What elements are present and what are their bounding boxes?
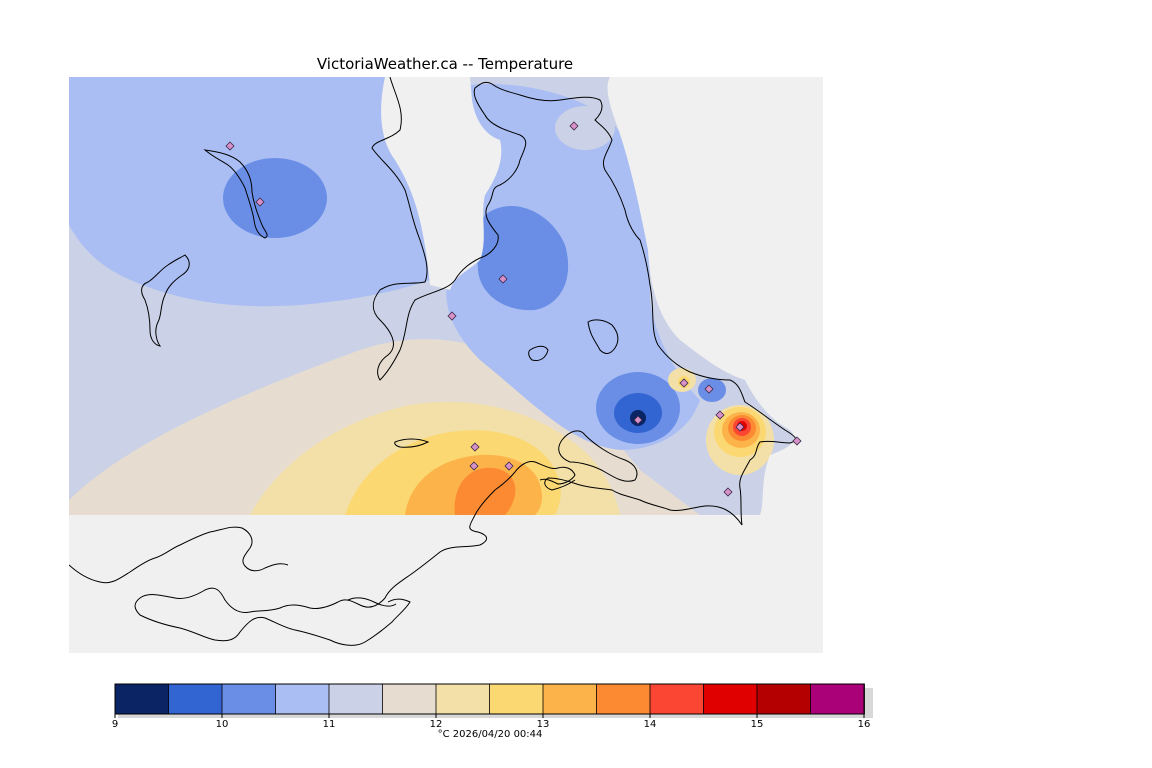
colorbar-swatch [168,683,223,715]
station-marker-icon[interactable] [498,274,508,284]
station-marker-icon[interactable] [704,384,714,394]
station-marker-icon[interactable] [792,436,802,446]
colorbar-tick-label: 16 [858,719,871,730]
coastline-south-shore [544,477,743,526]
colorbar-swatch [542,683,598,715]
band-11-5-12-north [555,106,615,150]
coastline-island-northwest [203,149,268,239]
station-marker-icon[interactable] [225,141,235,151]
southeast-mask [69,515,823,653]
colorbar-swatch [649,683,705,715]
station-marker-icon[interactable] [569,121,579,131]
station-marker-icon[interactable] [723,487,733,497]
station-marker-icon[interactable] [447,311,457,321]
colorbar-swatch [596,683,651,715]
band-10-5-11-west [223,158,327,238]
coastline-lower-mainland [134,514,487,646]
coastline-islands-south [558,430,638,482]
no-data-mask [69,77,823,653]
colorbar-swatch [275,683,330,715]
coastline-island-west [141,254,190,347]
coastline-island-small-2 [528,345,549,361]
east-strait-mask [607,77,823,653]
station-marker-icon[interactable] [633,415,643,425]
colorbar-tick-label: 11 [323,719,336,730]
station-marker-icon[interactable] [469,461,479,471]
colorbar-swatch [810,683,865,715]
band-14-14-5 [454,467,516,515]
colorbar-swatch [221,683,277,715]
station-markers [225,121,802,497]
colorbar: 9 10 11 12 13 14 15 16 °C 2026/04/20 00:44 [112,683,873,740]
coastline-island-south-2 [347,597,397,607]
colorbar-tick-label: 12 [430,719,443,730]
colorbar-tick-label: 13 [537,719,550,730]
coastline-east-peninsula [559,96,796,526]
colorbar-frame [114,683,865,715]
station-marker-icon[interactable] [735,422,745,432]
colorbar-swatch [756,683,812,715]
station-marker-icon[interactable] [255,197,265,207]
coastline-inlet-west [371,77,561,381]
station-marker-icon[interactable] [715,410,725,420]
colorbar-tick-label: 15 [751,719,764,730]
colorbar-tick-label: 9 [112,719,118,730]
colorbar-swatches [114,683,865,715]
colorbar-swatch [114,683,170,715]
colorbar-ticks: 9 10 11 12 13 14 15 16 [112,714,871,730]
station-marker-icon[interactable] [679,378,689,388]
coastline-southwest [474,461,576,516]
inlet-mask [381,77,502,290]
colorbar-caption: °C 2026/04/20 00:44 [438,729,543,740]
colorbar-swatch [382,683,437,715]
coastline-island-small-3 [394,438,430,448]
coastline-lower-mainland-west [69,526,289,584]
colorbar-tick-label: 10 [216,719,229,730]
colorbar-swatch [435,683,491,715]
coastline-island-small-1 [587,319,619,354]
station-marker-icon[interactable] [470,442,480,452]
map-panel [69,77,823,653]
coastlines [69,77,796,646]
map-title: VictoriaWeather.ca -- Temperature [317,55,573,73]
station-marker-icon[interactable] [504,461,514,471]
band-10-5-11-east [477,206,569,311]
colorbar-swatch [489,683,544,715]
colorbar-tick-label: 14 [644,719,657,730]
colorbar-swatch [328,683,384,715]
colorbar-swatch [703,683,758,715]
